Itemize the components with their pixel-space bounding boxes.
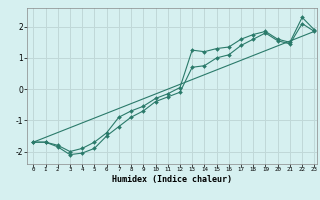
X-axis label: Humidex (Indice chaleur): Humidex (Indice chaleur) [112,175,232,184]
